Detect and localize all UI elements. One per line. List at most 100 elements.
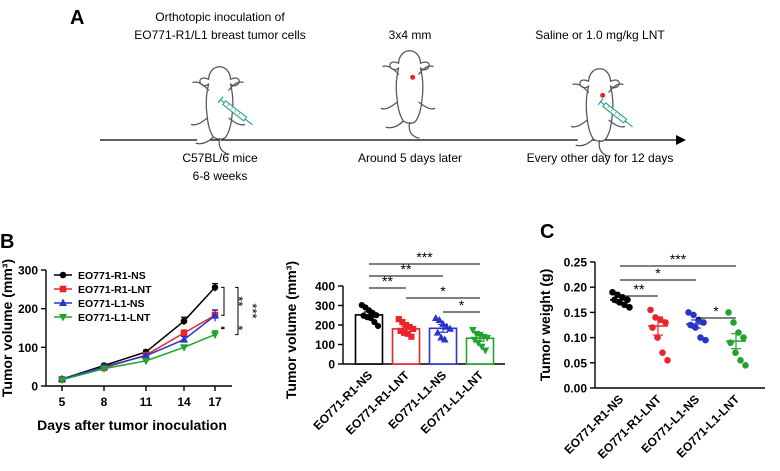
data-point bbox=[437, 333, 446, 341]
data-point bbox=[697, 334, 704, 341]
data-point bbox=[477, 343, 486, 351]
tumor-dot bbox=[410, 74, 416, 80]
legend-marker bbox=[59, 271, 67, 279]
mouse-outline bbox=[380, 50, 436, 139]
y-tick-label: 0.00 bbox=[564, 382, 588, 396]
group-R1-LNT bbox=[647, 306, 671, 364]
data-point bbox=[621, 301, 628, 309]
y-tick-label: 0.05 bbox=[564, 356, 588, 370]
legend-marker bbox=[58, 313, 68, 322]
series-L1-LNT bbox=[57, 330, 220, 385]
bar bbox=[354, 314, 384, 365]
data-point bbox=[659, 349, 666, 357]
significance-label: * bbox=[459, 297, 465, 313]
data-point bbox=[408, 333, 415, 340]
data-point bbox=[725, 309, 732, 316]
bar-group-R1-NS bbox=[354, 302, 384, 365]
significance-label: ** bbox=[382, 273, 393, 289]
data-point bbox=[446, 324, 455, 332]
y-tick-label: 400 bbox=[315, 280, 335, 294]
data-point bbox=[730, 319, 737, 326]
data-point bbox=[647, 306, 654, 314]
legend-label: EO771-L1-LNT bbox=[78, 312, 151, 324]
y-tick-label: 0.25 bbox=[564, 256, 588, 270]
data-point bbox=[211, 284, 219, 291]
data-point bbox=[664, 356, 671, 364]
legend-label: EO771-R1-NS bbox=[78, 270, 146, 282]
y-tick-label: 200 bbox=[18, 302, 38, 316]
data-point bbox=[481, 347, 490, 355]
y-tick-label: 100 bbox=[315, 338, 335, 352]
data-point bbox=[440, 335, 449, 343]
x-tick-label: 11 bbox=[140, 395, 153, 409]
data-point bbox=[373, 312, 380, 319]
significance-label: * bbox=[655, 265, 661, 281]
y-tick-label: 300 bbox=[315, 299, 335, 313]
data-point bbox=[57, 376, 67, 385]
data-point bbox=[702, 336, 709, 344]
mouse-illustration bbox=[380, 50, 436, 139]
x-tick-label: 17 bbox=[208, 395, 222, 409]
y-tick-label: 0.20 bbox=[564, 281, 588, 295]
data-point bbox=[179, 335, 189, 343]
timeline-arrow-head bbox=[676, 135, 686, 145]
series-line bbox=[61, 314, 216, 381]
y-tick-label: 0.10 bbox=[564, 331, 588, 345]
mouse-illustration bbox=[570, 68, 633, 157]
x-category-label: EO771-R1-LNT bbox=[343, 368, 413, 438]
significance-label: ** bbox=[634, 281, 645, 297]
data-point bbox=[732, 349, 739, 357]
data-point bbox=[433, 328, 442, 336]
legend-label: EO771-L1-NS bbox=[78, 298, 145, 310]
bar-group-L1-NS bbox=[428, 314, 458, 365]
data-point bbox=[685, 309, 692, 316]
x-tick-label: 8 bbox=[101, 395, 108, 409]
group-L1-LNT bbox=[725, 309, 749, 369]
bar bbox=[428, 327, 458, 365]
significance-label: ** bbox=[401, 261, 412, 277]
timeline-step-title: 3x4 mm bbox=[389, 28, 432, 42]
syringe-icon bbox=[217, 96, 253, 126]
data-point bbox=[626, 304, 633, 311]
legend-label: EO771-R1-LNT bbox=[78, 284, 152, 296]
bar-group-R1-LNT bbox=[391, 316, 421, 365]
data-point bbox=[740, 334, 747, 341]
significance-label: * bbox=[713, 303, 719, 319]
significance-label: * bbox=[231, 325, 246, 330]
bar bbox=[465, 337, 495, 365]
timeline-step-title: Saline or 1.0 mg/kg LNT bbox=[535, 28, 665, 42]
timeline: Orthotopic inoculation of EO771-R1/L1 bre… bbox=[100, 10, 686, 183]
significance-bracket bbox=[221, 286, 225, 316]
y-tick-label: 100 bbox=[18, 341, 38, 355]
timeline-step-title: EO771-R1/L1 breast tumor cells bbox=[134, 28, 305, 42]
data-point bbox=[442, 322, 451, 330]
significance-label: *** bbox=[416, 249, 433, 265]
data-point bbox=[435, 315, 444, 323]
significance-label: *** bbox=[245, 303, 260, 318]
legend-marker bbox=[58, 298, 68, 307]
data-point bbox=[474, 339, 483, 347]
data-point bbox=[374, 322, 382, 330]
timeline-step-caption: 6-8 weeks bbox=[193, 169, 248, 183]
data-point bbox=[210, 331, 220, 339]
data-point bbox=[371, 318, 378, 326]
data-point bbox=[410, 325, 417, 332]
data-point bbox=[439, 319, 447, 327]
y-axis-label: Tumor weight (g) bbox=[537, 269, 553, 382]
y-tick-label: 200 bbox=[315, 319, 335, 333]
significance-label: *** bbox=[670, 251, 687, 267]
y-tick-label: 0 bbox=[328, 358, 335, 372]
syringe-icon bbox=[597, 98, 633, 128]
data-point bbox=[180, 317, 188, 325]
group-L1-NS bbox=[685, 309, 709, 344]
data-point bbox=[468, 327, 477, 335]
y-tick-label: 0 bbox=[31, 380, 38, 394]
data-point bbox=[367, 315, 374, 322]
x-axis-label: Days after tumor inoculation bbox=[37, 417, 227, 433]
timeline-step-title: Orthotopic inoculation of bbox=[155, 10, 285, 24]
panel-label-a: A bbox=[70, 7, 84, 29]
data-point bbox=[431, 314, 440, 322]
